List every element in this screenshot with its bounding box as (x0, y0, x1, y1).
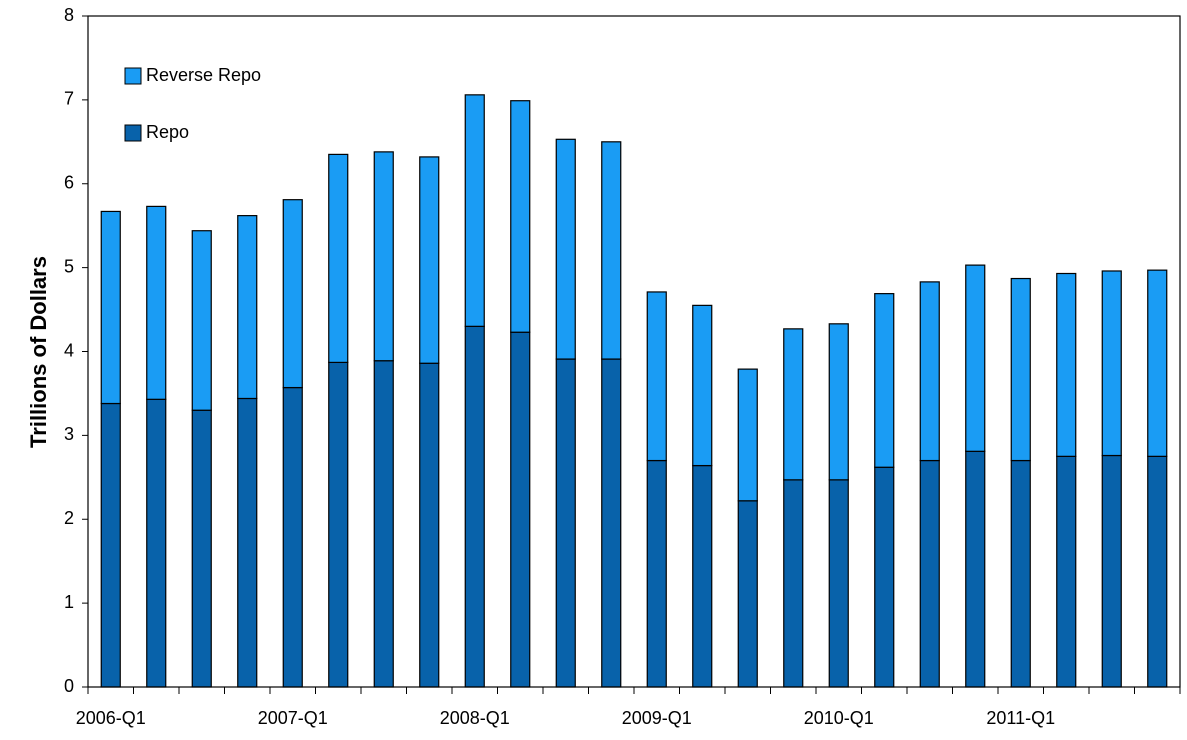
bar-segment (692, 304, 713, 467)
bar-segment (1101, 270, 1122, 457)
x-tick-label: 2009-Q1 (622, 708, 692, 728)
y-axis-label: Trillions of Dollars (26, 256, 51, 448)
bar-segment (1101, 454, 1122, 688)
legend-swatch (124, 67, 142, 85)
y-tick-label: 5 (64, 256, 74, 276)
bar-segment (919, 459, 940, 688)
y-tick-label: 4 (64, 340, 74, 360)
bar-segment (828, 479, 849, 688)
bar-segment (191, 409, 212, 688)
bar-segment (282, 199, 303, 389)
bar-segment (737, 368, 758, 502)
bar-segment (237, 215, 258, 400)
bar-segment (1010, 459, 1031, 688)
bar-segment (464, 94, 485, 327)
bar-segment (146, 205, 167, 400)
bar-segment (510, 331, 531, 688)
bar-segment (965, 264, 986, 452)
bar-segment (555, 358, 576, 688)
bar-segment (601, 141, 622, 360)
bar-segment (464, 325, 485, 688)
bar-segment (1147, 455, 1168, 688)
bar-segment (965, 450, 986, 688)
bar-segment (100, 210, 121, 405)
y-tick-label: 7 (64, 89, 74, 109)
bar-segment (601, 358, 622, 688)
bar-segment (783, 479, 804, 688)
bar-segment (237, 397, 258, 688)
bar-segment (783, 328, 804, 481)
bar-segment (510, 100, 531, 333)
x-tick-label: 2006-Q1 (76, 708, 146, 728)
bar-segment (737, 500, 758, 688)
bar-segment (555, 138, 576, 360)
bar-segment (328, 153, 349, 364)
x-tick-label: 2010-Q1 (804, 708, 874, 728)
bar-segment (373, 151, 394, 362)
y-tick-label: 8 (64, 5, 74, 25)
bar-segment (328, 361, 349, 688)
legend-label: Reverse Repo (146, 65, 261, 85)
legend-swatch (124, 124, 142, 142)
x-tick-label: 2008-Q1 (440, 708, 510, 728)
bar-segment (191, 230, 212, 411)
bar-segment (874, 466, 895, 688)
bar-segment (646, 291, 667, 462)
legend-label: Repo (146, 122, 189, 142)
bar-segment (282, 386, 303, 688)
y-tick-label: 1 (64, 592, 74, 612)
y-tick-label: 6 (64, 173, 74, 193)
bar-segment (874, 293, 895, 468)
bar-segment (828, 323, 849, 481)
bar-segment (919, 281, 940, 462)
y-tick-label: 2 (64, 508, 74, 528)
bar-segment (1147, 269, 1168, 457)
bar-segment (100, 402, 121, 688)
x-tick-label: 2011-Q1 (986, 708, 1055, 728)
bar-segment (692, 464, 713, 688)
bar-segment (1056, 455, 1077, 688)
bar-segment (373, 360, 394, 688)
x-tick-label: 2007-Q1 (258, 708, 328, 728)
y-tick-label: 3 (64, 424, 74, 444)
bar-segment (1010, 277, 1031, 462)
bar-segment (1056, 272, 1077, 457)
bar-segment (646, 459, 667, 688)
bar-segment (419, 362, 440, 688)
bar-segment (146, 398, 167, 688)
y-tick-label: 0 (64, 676, 74, 696)
plot-frame (87, 15, 1181, 688)
bar-segment (419, 156, 440, 364)
